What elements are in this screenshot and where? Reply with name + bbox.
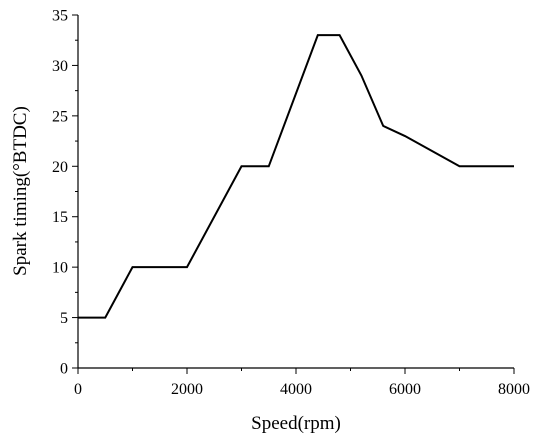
y-tick-label: 0 xyxy=(60,361,68,378)
x-tick-label: 6000 xyxy=(389,381,421,398)
x-tick-label: 2000 xyxy=(171,381,203,398)
chart-tick-labels: 0 5 10 15 20 25 30 35 0 2000 4000 6000 8000 xyxy=(52,8,530,399)
y-tick-label: 30 xyxy=(52,58,68,75)
x-axis-label: Speed(rpm) xyxy=(251,413,341,434)
series-line xyxy=(78,34,514,319)
chart-series xyxy=(78,34,514,319)
y-tick-label: 20 xyxy=(52,159,68,176)
y-tick-label: 25 xyxy=(52,108,68,125)
y-axis-label: Spark timing(°BTDC) xyxy=(10,106,31,276)
y-tick-label: 35 xyxy=(52,8,68,25)
x-tick-label: 8000 xyxy=(498,381,530,398)
y-tick-label: 5 xyxy=(60,310,68,327)
chart-ticks xyxy=(72,14,515,374)
y-tick-label: 10 xyxy=(52,260,68,277)
x-tick-label: 0 xyxy=(74,381,82,398)
x-tick-label: 4000 xyxy=(280,381,312,398)
chart-axes xyxy=(77,15,514,369)
y-tick-label: 15 xyxy=(52,209,68,226)
